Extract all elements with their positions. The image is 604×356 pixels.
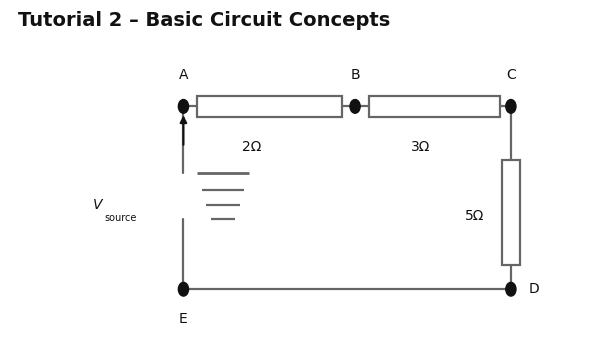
Text: V: V: [93, 198, 103, 213]
Circle shape: [506, 282, 516, 296]
Circle shape: [178, 100, 188, 113]
Text: E: E: [179, 312, 188, 326]
Circle shape: [350, 100, 360, 113]
Text: Tutorial 2 – Basic Circuit Concepts: Tutorial 2 – Basic Circuit Concepts: [18, 11, 390, 30]
Text: C: C: [506, 68, 516, 82]
Circle shape: [506, 100, 516, 113]
Text: B: B: [350, 68, 360, 82]
Text: 5Ω: 5Ω: [465, 209, 484, 223]
Circle shape: [178, 282, 188, 296]
Bar: [502, 160, 520, 265]
Bar: [368, 96, 500, 117]
Text: source: source: [104, 213, 137, 222]
Text: A: A: [179, 68, 188, 82]
Text: D: D: [529, 282, 540, 296]
Text: 2Ω: 2Ω: [242, 140, 261, 154]
Bar: [197, 96, 341, 117]
Text: 3Ω: 3Ω: [411, 140, 430, 154]
